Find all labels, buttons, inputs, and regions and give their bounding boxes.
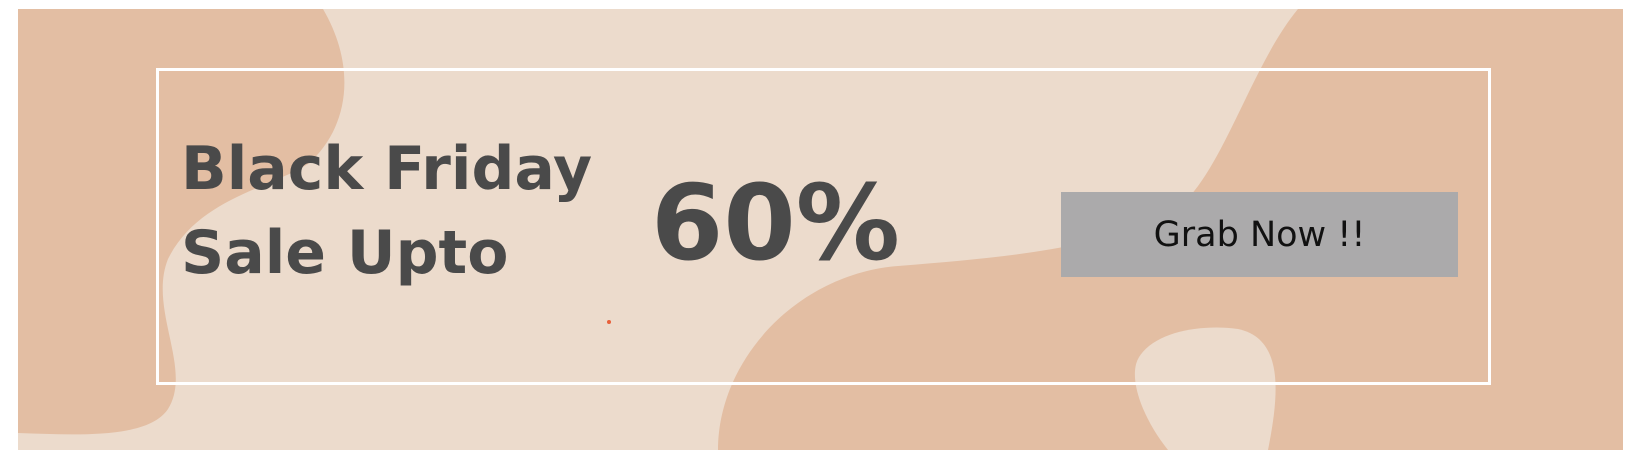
headline: Black Friday Sale Upto — [181, 127, 592, 295]
headline-line-1: Black Friday — [181, 134, 593, 204]
discount-percentage: 60% — [651, 162, 900, 284]
headline-line-2: Sale Upto — [181, 218, 509, 288]
left-blob-shape — [18, 9, 345, 435]
decorative-dot — [607, 320, 611, 324]
promo-banner: Black Friday Sale Upto 60% Grab Now !! — [18, 9, 1623, 450]
banner-frame — [156, 68, 1491, 385]
grab-now-button[interactable]: Grab Now !! — [1061, 192, 1458, 277]
inner-light-blob-shape — [1134, 327, 1276, 450]
